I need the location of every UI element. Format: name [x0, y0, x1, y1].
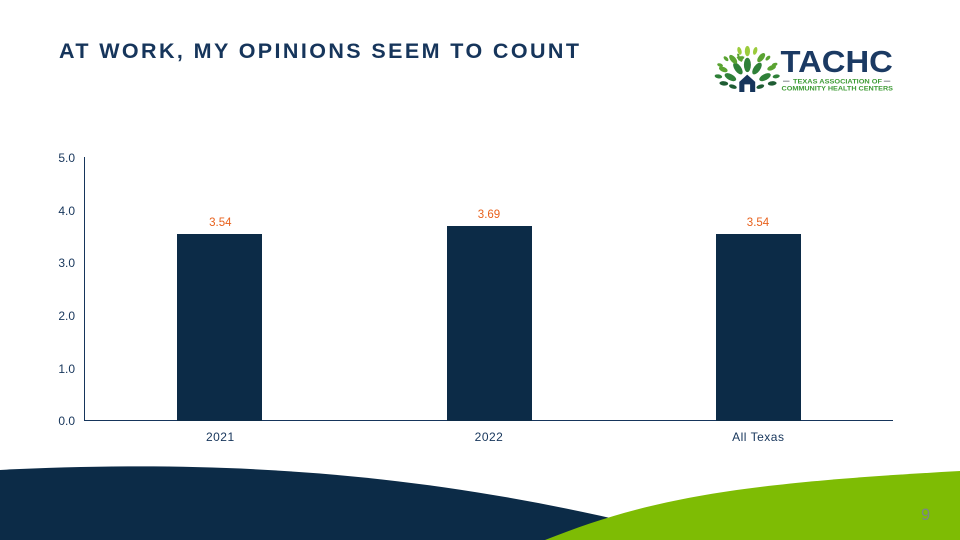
svg-text:TEXAS ASSOCIATION OF: TEXAS ASSOCIATION OF: [793, 78, 882, 85]
svg-text:TACHC: TACHC: [781, 44, 893, 79]
svg-text:COMMUNITY HEALTH CENTERS: COMMUNITY HEALTH CENTERS: [782, 85, 894, 92]
